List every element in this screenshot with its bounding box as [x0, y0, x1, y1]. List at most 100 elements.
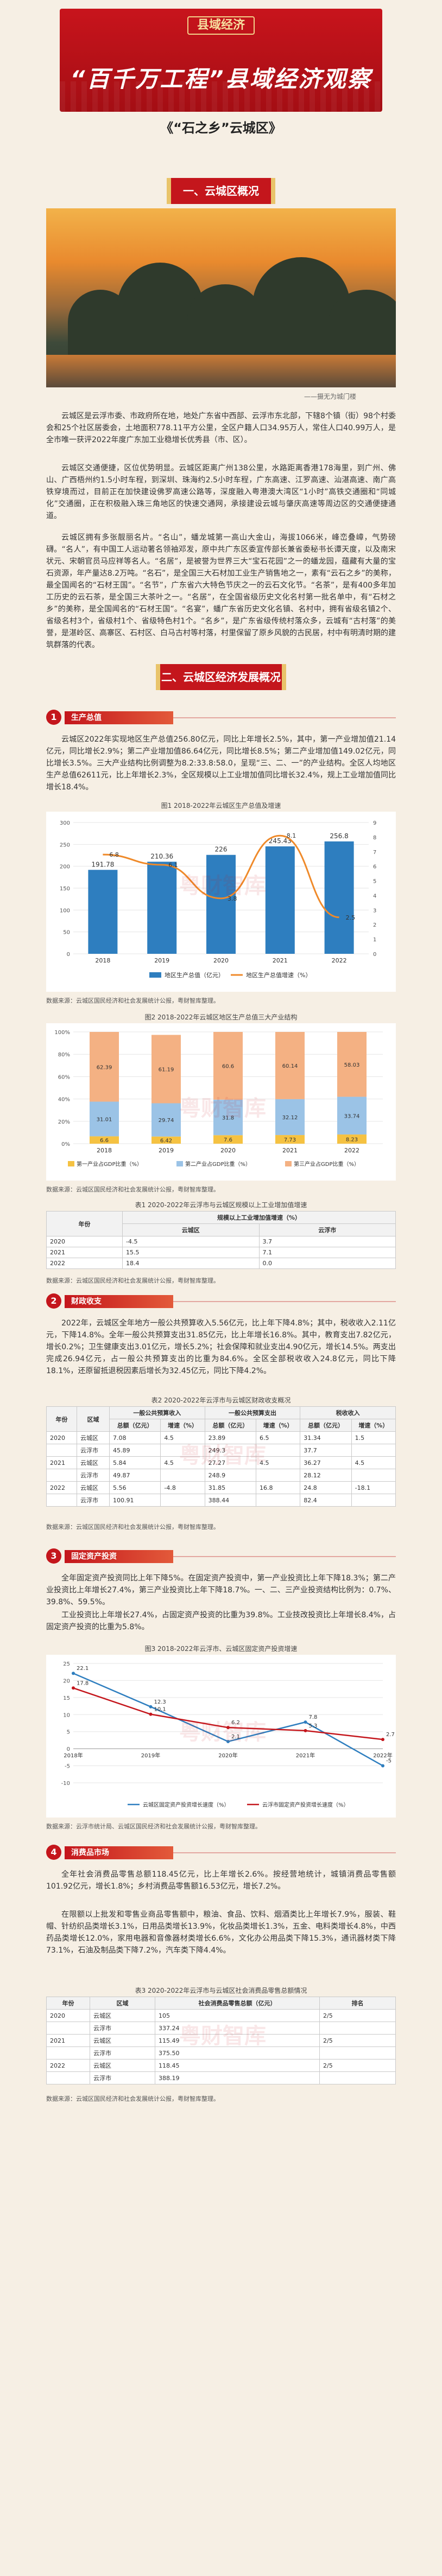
table-cell: 云城区 [77, 1456, 110, 1469]
segment-value-label: 62.39 [97, 1064, 112, 1070]
table-header: 一般公共预算收入 [109, 1406, 205, 1419]
table-row: 2020 云城区 7.08 4.5 23.89 6.5 31.34 1.5 [46, 1431, 396, 1444]
banner-title: “百千万工程”县域经济观察 [70, 66, 372, 92]
industry-structure-chart: 0% 20% 40% 60% 80% 100% 6.6 31.01 62.39 2018 6.42 2… [46, 1023, 396, 1181]
paragraph-industrial-investment: 工业投资比上年增长27.4%，占固定资产投资的比重为39.8%。工业技改投资比上… [46, 1611, 396, 1631]
paragraph-transport: 云城区交通便捷，区位优势明显。云城区距离广州138公里，水路距离香港178海里，… [46, 464, 396, 520]
table-cell: 云浮市 [77, 1469, 110, 1482]
table-cell: 36.27 [300, 1456, 352, 1469]
paragraph-intro: 云城区是云浮市委、市政府所在地，地处广东省中西部、云浮市东北部，下辖8个镇（街）… [46, 412, 396, 444]
gdp-value-label: 226 [215, 846, 228, 853]
table-cell [351, 1444, 396, 1457]
x-tick-label: 2020 [220, 1147, 236, 1154]
x-tick-label: 2021 [282, 1147, 298, 1154]
y-tick-label: 15 [63, 1695, 70, 1701]
y-tick-label: 0 [67, 1746, 70, 1752]
gdp-value-label: 191.78 [91, 860, 114, 868]
y-tick-label: 20% [58, 1119, 70, 1125]
stack-segment [151, 1035, 181, 1104]
x-tick-label: 2020 [213, 957, 229, 964]
stack-segment [337, 1096, 367, 1135]
table-body: 2020 云城区 105 2/5 云浮市 337.24 2021 云城区 115.49 2/5 云浮… [46, 2009, 396, 2084]
table-header: 年份 [46, 1211, 123, 1236]
gdp-bar [324, 841, 354, 954]
table-cell: 49.87 [109, 1469, 161, 1482]
paragraph-namecards: 云城区拥有多张靓丽名片。“名山”，蟠龙城第一高山大金山，海拔1066米，峰峦叠嶂… [46, 533, 396, 649]
x-tick-label: 2019年 [141, 1752, 160, 1759]
table-cell: 2020 [46, 1431, 77, 1444]
table-header: 云城区 [122, 1223, 260, 1236]
y2-tick-label: 7 [373, 850, 376, 856]
stack-segment [213, 1135, 243, 1144]
table-cell [160, 1494, 205, 1507]
section-heading-overview: 一、云城区概况 [167, 178, 275, 204]
table-cell: 0.0 [258, 1258, 396, 1269]
legend-swatch [176, 1161, 183, 1166]
table-cell: 388.44 [204, 1494, 257, 1507]
segment-value-label: 60.6 [222, 1063, 234, 1069]
table-cell: 云城区 [90, 2009, 155, 2022]
series-value-label: 2.7 [386, 1732, 395, 1738]
y-tick-label: 50 [63, 930, 70, 936]
y-tick-label: 150 [60, 886, 70, 892]
segment-value-label: 7.73 [284, 1137, 296, 1143]
table-cell: 7.08 [109, 1431, 161, 1444]
x-tick-label: 2022 [344, 1147, 359, 1154]
table-header: 区域 [90, 1997, 155, 2010]
brand-logo: 县域经济 [187, 16, 255, 35]
y-tick-label: -10 [61, 1781, 70, 1787]
table-header: 区域 [77, 1406, 110, 1432]
divider [173, 1301, 396, 1302]
series-point [72, 1672, 75, 1675]
x-tick-label: 2018年 [64, 1752, 83, 1759]
data-source: 数据来源：云城区国民经济和社会发展统计公报，粤财智库整理。 [46, 1523, 219, 1531]
table-cell [46, 1469, 77, 1482]
table-cell: 31.85 [204, 1481, 257, 1494]
table-row: 2020 云城区 105 2/5 [46, 2009, 396, 2022]
table-row: 2021 15.5 7.1 [46, 1247, 396, 1258]
table-cell: 1.5 [351, 1431, 396, 1444]
x-tick-label: 2018 [97, 1147, 112, 1154]
table-cell: 云浮市 [90, 2046, 155, 2059]
segment-value-label: 31.01 [97, 1117, 112, 1123]
table-header-row: 年份 规模以上工业增加值增速（%） [46, 1211, 396, 1236]
table-row: 云浮市 45.89 249.3 37.7 [46, 1444, 396, 1457]
segment-value-label: 6.6 [100, 1138, 109, 1144]
table-cell: -4.5 [122, 1236, 260, 1247]
legend-label: 第三产业占GDP比重（%） [294, 1161, 359, 1168]
data-source: 数据来源：云城区国民经济和社会发展统计公报，粤财智库整理。 [46, 997, 219, 1004]
y-tick-label: 100% [54, 1030, 70, 1036]
hill-shape [329, 290, 396, 355]
y2-tick-label: 4 [373, 893, 376, 899]
series-value-label: -5 [386, 1758, 392, 1764]
data-source: 数据来源：云城区国民经济和社会发展统计公报，粤财智库整理。 [46, 1277, 219, 1284]
stack-segment [213, 1099, 243, 1136]
legend-label: 地区生产总值增速（%） [246, 971, 311, 979]
subsection-number: 4 [46, 1845, 61, 1860]
table-cell: 4.5 [160, 1456, 205, 1469]
table-cell [46, 2022, 90, 2035]
series-value-label: 5.3 [309, 1723, 318, 1729]
series-value-label: 10.1 [154, 1707, 166, 1713]
gdp-chart-svg: 0 50 100 150 200 250 300 0 1 2 3 4 5 6 7 8 9 191.78 2018 21… [60, 820, 376, 979]
table-row: 2022 18.4 0.0 [46, 1258, 396, 1269]
subsection-number: 2 [46, 1293, 61, 1309]
stack-segment [337, 1032, 367, 1097]
table-row: 云浮市 337.24 [46, 2022, 396, 2035]
table-cell: 118.45 [155, 2059, 320, 2072]
data-source: 数据来源：云浮市统计局、云城区国民经济和社会发展统计公报，粤财智库整理。 [46, 1823, 261, 1830]
table-cell: 7.1 [258, 1247, 396, 1258]
table-caption: 表3 2020-2022年云浮市与云城区社会消费品零售总额情况 [135, 1987, 307, 1994]
y2-tick-label: 1 [373, 937, 376, 943]
series-point [381, 1738, 384, 1742]
data-source: 数据来源：云城区国民经济和社会发展统计公报，粤财智库整理。 [46, 2095, 219, 2102]
growth-value-label: 3.8 [228, 895, 237, 902]
gdp-bar [265, 846, 295, 954]
y2-tick-label: 8 [373, 835, 376, 841]
stack-segment [275, 1032, 305, 1099]
x-tick-label: 2019 [154, 957, 169, 964]
stack-segment [275, 1135, 305, 1144]
table-header-row: 年份 区域 社会消费品零售总额（亿元） 排名 [46, 1997, 396, 2010]
table-row: 云浮市 100.91 388.44 82.4 [46, 1494, 396, 1507]
